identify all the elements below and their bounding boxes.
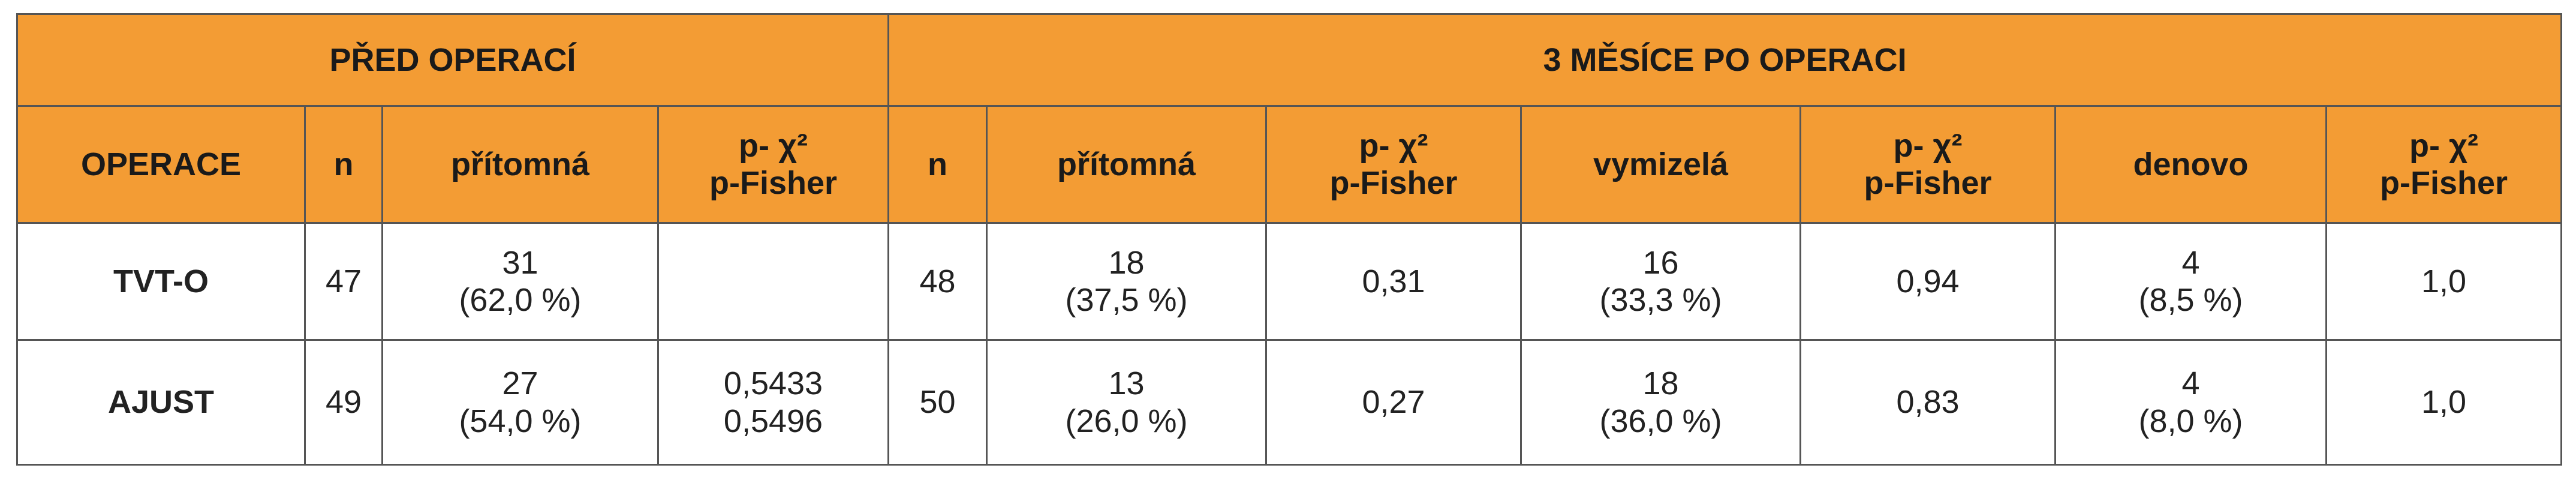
cell: 0,83 [1799, 339, 2057, 466]
cell-line: (33,3 %) [1599, 282, 1722, 318]
group-header: 3 MĚSÍCE PO OPERACI [887, 13, 2563, 107]
cell-line: p-Fisher [709, 165, 838, 201]
cell-line: 0,83 [1896, 384, 1960, 421]
cell-line: (37,5 %) [1065, 282, 1188, 318]
cell-line: p-Fisher [1864, 165, 1992, 201]
column-header: přítomná [986, 105, 1268, 224]
cell-line: přítomná [1057, 146, 1196, 182]
cell-line: (62,0 %) [459, 282, 582, 318]
cell-line: (36,0 %) [1599, 403, 1722, 439]
column-header: p- χ² p-Fisher [2325, 105, 2563, 224]
cell: 1,0 [2325, 222, 2563, 341]
cell: 16 (33,3 %) [1520, 222, 1802, 341]
cell-line: p-Fisher [2380, 165, 2508, 201]
column-header: p- χ² p-Fisher [1265, 105, 1522, 224]
data-row: TVT-O 47 31 (62,0 %) 48 18 (37,5 %) 0,31 16 (33,3… [16, 222, 2563, 341]
cell-line: 27 [502, 365, 538, 402]
cell: 0,5433 0,5496 [657, 339, 890, 466]
cell-line: n [333, 146, 354, 182]
cell: 4 (8,0 %) [2054, 339, 2328, 466]
group-row: PŘED OPERACÍ 3 MĚSÍCE PO OPERACI [16, 13, 2563, 107]
cell: 47 [304, 222, 383, 341]
cell-line: OPERACE [80, 146, 242, 182]
cell: 18 (36,0 %) [1520, 339, 1802, 466]
cell: 4 (8,5 %) [2054, 222, 2328, 341]
cell: 1,0 [2325, 339, 2563, 466]
cell-line: 49 [325, 384, 362, 421]
data-row: AJUST 49 27 (54,0 %) 0,5433 0,5496 50 13 (26,0 %… [16, 339, 2563, 466]
cell-line: denovo [2133, 146, 2249, 182]
cell: 13 (26,0 %) [986, 339, 1268, 466]
cell-line: p- χ² [1359, 127, 1428, 164]
row-label: TVT-O [16, 222, 306, 341]
cell-line: 16 [1642, 244, 1679, 281]
cell-line: 18 [1108, 244, 1145, 281]
cell-line: 4 [2181, 244, 2200, 281]
cell: 50 [887, 339, 988, 466]
cell-line: 18 [1642, 365, 1679, 402]
cell-line: p- χ² [2409, 127, 2479, 164]
cell: 18 (37,5 %) [986, 222, 1268, 341]
cell-line: (8,5 %) [2138, 282, 2243, 318]
column-header: n [304, 105, 383, 224]
cell-line: 1,0 [2421, 384, 2467, 421]
cell-line: (26,0 %) [1065, 403, 1188, 439]
cell-line: 4 [2181, 365, 2200, 402]
cell: 31 (62,0 %) [381, 222, 659, 341]
cell: 0,31 [1265, 222, 1522, 341]
cell-line: vymizelá [1593, 146, 1729, 182]
column-header: n [887, 105, 988, 224]
cell-line: p-Fisher [1329, 165, 1458, 201]
cell [657, 222, 890, 341]
column-header: OPERACE [16, 105, 306, 224]
row-label: AJUST [16, 339, 306, 466]
cell-line: AJUST [107, 384, 215, 421]
cell-line: 0,5496 [723, 403, 823, 439]
cell: 49 [304, 339, 383, 466]
cell: 0,94 [1799, 222, 2057, 341]
column-header: p- χ² p-Fisher [657, 105, 890, 224]
cell: 0,27 [1265, 339, 1522, 466]
cell-line: TVT-O [113, 263, 209, 299]
cell-line: n [928, 146, 948, 182]
cell-line: 47 [325, 263, 362, 299]
cell-line: 0,5433 [723, 365, 823, 402]
cell-line: 50 [919, 384, 956, 421]
cell-line: 31 [502, 244, 538, 281]
column-header: vymizelá [1520, 105, 1802, 224]
cell-line: 48 [919, 263, 956, 299]
cell-line: 1,0 [2421, 263, 2467, 299]
cell-line: 0,27 [1362, 384, 1425, 421]
cell-line: 0,94 [1896, 263, 1960, 299]
column-header: přítomná [381, 105, 659, 224]
cell-line: přítomná [450, 146, 589, 182]
table-container: PŘED OPERACÍ 3 MĚSÍCE PO OPERACI OPERACE n p… [16, 13, 2563, 466]
header-row: OPERACE n přítomná p- χ² p-Fisher n přítomná p-… [16, 105, 2563, 224]
cell-line: p- χ² [738, 127, 808, 164]
cell: 27 (54,0 %) [381, 339, 659, 466]
column-header: p- χ² p-Fisher [1799, 105, 2057, 224]
column-header: denovo [2054, 105, 2328, 224]
cell-line: (54,0 %) [459, 403, 582, 439]
cell: 48 [887, 222, 988, 341]
cell-line: p- χ² [1893, 127, 1963, 164]
cell-line: (8,0 %) [2138, 403, 2243, 439]
group-header: PŘED OPERACÍ [16, 13, 890, 107]
cell-line: 0,31 [1362, 263, 1425, 299]
data-table: PŘED OPERACÍ 3 MĚSÍCE PO OPERACI OPERACE n p… [16, 13, 2563, 466]
cell-line: 13 [1108, 365, 1145, 402]
